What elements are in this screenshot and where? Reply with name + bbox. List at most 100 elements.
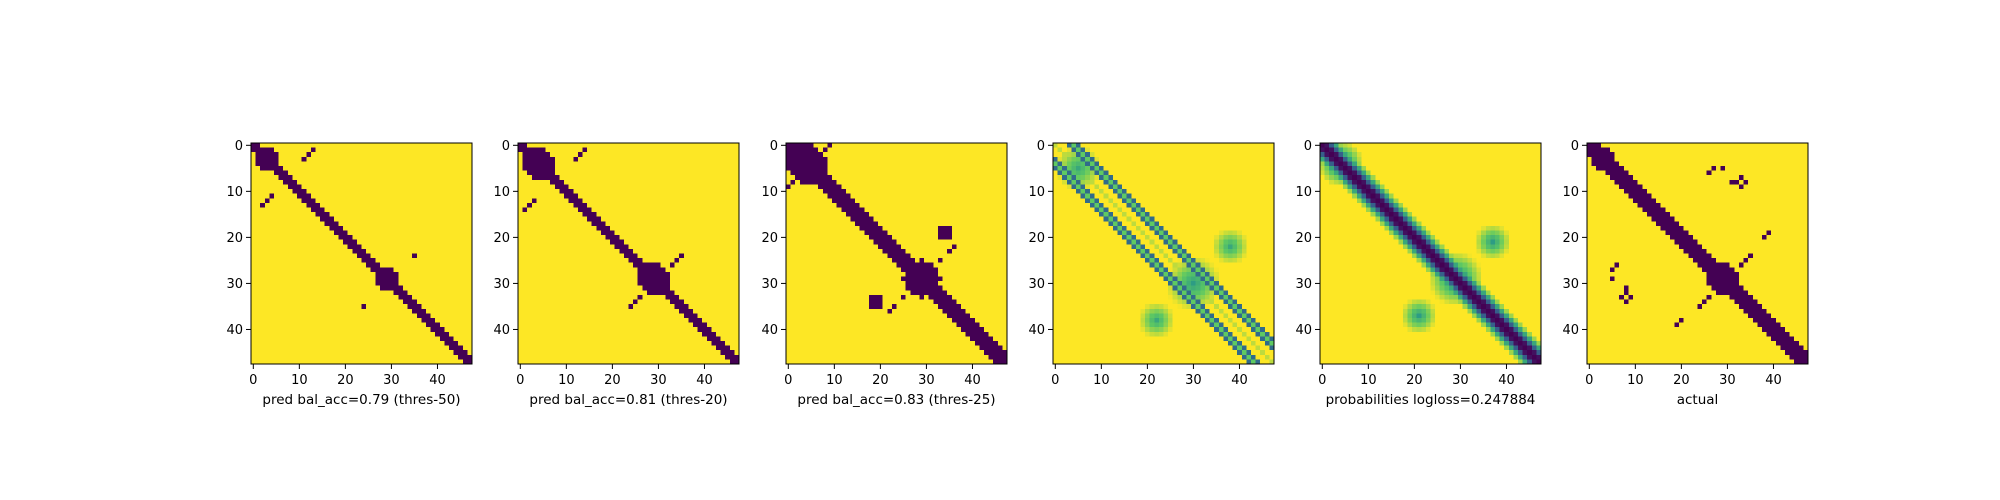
heatmap-cell: [573, 225, 579, 231]
heatmap-cell: [458, 166, 464, 171]
heatmap-cell: [287, 276, 293, 282]
heatmap-cell: [637, 322, 643, 328]
heatmap-cell: [430, 313, 436, 319]
heatmap-cell: [568, 262, 574, 268]
heatmap-cell: [550, 152, 556, 158]
heatmap-cell: [370, 290, 376, 296]
heatmap-cell: [324, 166, 330, 171]
heatmap-cell: [453, 262, 459, 268]
heatmap-cell: [278, 308, 284, 314]
heatmap-cell: [444, 170, 450, 176]
heatmap-cell: [536, 212, 542, 217]
heatmap-cell: [444, 327, 450, 333]
heatmap-cell: [333, 340, 339, 346]
heatmap-cell: [329, 216, 335, 222]
heatmap-cell: [605, 198, 611, 204]
heatmap-cell: [370, 331, 376, 337]
heatmap-cell: [633, 304, 638, 310]
heatmap-cell: [651, 267, 657, 273]
heatmap-cell: [887, 152, 893, 158]
heatmap-cell: [910, 147, 916, 153]
heatmap-cell: [711, 189, 717, 194]
heatmap-cell: [564, 304, 569, 310]
heatmap-cell: [347, 193, 353, 199]
heatmap-cell: [610, 147, 615, 153]
heatmap-cell: [375, 253, 381, 259]
heatmap-cell: [379, 156, 385, 162]
heatmap-cell: [264, 258, 270, 263]
heatmap-cell: [398, 350, 404, 356]
heatmap-cell: [444, 221, 450, 227]
heatmap-cell: [554, 290, 560, 296]
heatmap-cell: [656, 267, 662, 273]
heatmap-cell: [942, 161, 948, 167]
heatmap-cell: [264, 276, 270, 282]
heatmap-cell: [260, 216, 266, 222]
heatmap-cell: [841, 152, 847, 158]
heatmap-cell: [997, 147, 1003, 153]
heatmap-cell: [679, 336, 685, 342]
heatmap-cell: [361, 253, 367, 259]
heatmap-cell: [734, 166, 740, 171]
heatmap-cell: [637, 258, 643, 263]
heatmap-cell: [536, 304, 542, 310]
heatmap-cell: [347, 244, 353, 250]
heatmap-cell: [375, 152, 381, 158]
heatmap-cell: [522, 230, 528, 236]
heatmap-cell: [605, 166, 611, 171]
heatmap-cell: [656, 207, 662, 213]
heatmap-cell: [264, 354, 270, 360]
heatmap-cell: [720, 248, 726, 254]
heatmap-cell: [333, 359, 339, 365]
heatmap-cell: [550, 350, 556, 356]
heatmap-cell: [393, 225, 399, 231]
heatmap-cell: [605, 248, 611, 254]
heatmap-cell: [725, 147, 731, 153]
heatmap-cell: [531, 207, 537, 213]
heatmap-cell: [933, 152, 939, 158]
heatmap-cell: [439, 212, 445, 217]
heatmap-cell: [384, 271, 390, 277]
heatmap-cell: [734, 285, 740, 291]
heatmap-cell: [389, 299, 395, 305]
heatmap-cell: [283, 354, 289, 360]
heatmap-cell: [679, 156, 685, 162]
heatmap-cell: [619, 290, 625, 296]
heatmap-cell: [301, 212, 307, 217]
heatmap-cell: [361, 161, 367, 167]
heatmap-cell: [333, 327, 339, 333]
heatmap-cell: [393, 184, 399, 190]
heatmap-cell: [619, 336, 625, 342]
heatmap-cell: [628, 221, 634, 227]
heatmap-cell: [614, 345, 620, 351]
heatmap-cell: [444, 331, 450, 337]
heatmap-cell: [439, 175, 445, 181]
heatmap-cell: [706, 244, 712, 250]
heatmap-cell: [301, 230, 307, 236]
heatmap-cell: [692, 290, 698, 296]
heatmap-cell: [697, 327, 703, 333]
heatmap-cell: [260, 299, 266, 305]
heatmap-cell: [407, 230, 413, 236]
heatmap-cell: [656, 202, 662, 208]
heatmap-cell: [637, 179, 643, 185]
heatmap-cell: [260, 290, 266, 296]
heatmap-cell: [568, 166, 574, 171]
heatmap-cell: [679, 262, 685, 268]
heatmap-cell: [260, 221, 266, 227]
heatmap-cell: [702, 345, 708, 351]
heatmap-cell: [947, 161, 953, 167]
heatmap-cell: [734, 340, 740, 346]
heatmap-cell: [310, 354, 316, 360]
heatmap-cell: [633, 253, 638, 259]
heatmap-cell: [393, 166, 399, 171]
heatmap-cell: [545, 359, 551, 365]
heatmap-cell: [605, 285, 611, 291]
heatmap-cell: [637, 166, 643, 171]
heatmap-cell: [651, 230, 657, 236]
heatmap-cell: [375, 267, 381, 273]
heatmap-cell: [393, 290, 399, 296]
heatmap-cell: [674, 198, 680, 204]
heatmap-cell: [435, 170, 441, 176]
heatmap-cell: [859, 152, 865, 158]
